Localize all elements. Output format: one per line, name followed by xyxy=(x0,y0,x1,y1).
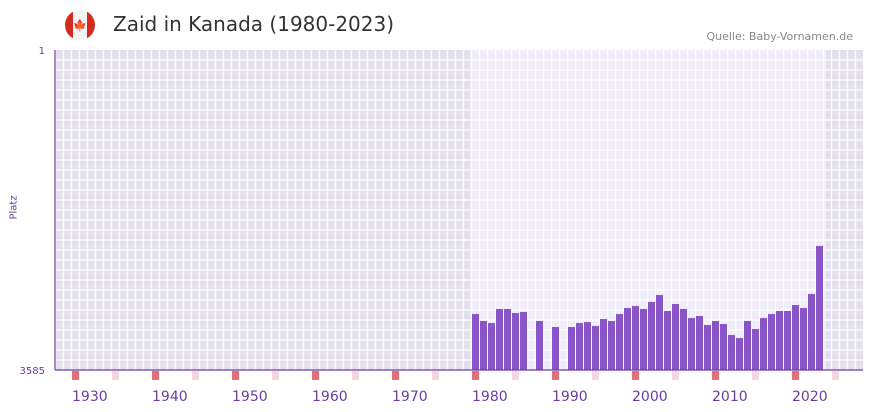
half-decade-marker xyxy=(592,371,599,380)
bar-1992 xyxy=(568,326,575,370)
chart-title: Zaid in Kanada (1980-2023) xyxy=(113,12,395,36)
decade-marker xyxy=(632,371,639,380)
decade-marker xyxy=(712,371,719,380)
half-decade-marker xyxy=(832,371,839,380)
half-decade-marker xyxy=(112,371,119,380)
bar-1984 xyxy=(504,309,511,370)
x-tick-label: 1950 xyxy=(232,389,268,405)
bar-1993 xyxy=(576,323,583,370)
bar-1983 xyxy=(496,309,503,370)
bar-2014 xyxy=(744,320,751,370)
decade-marker xyxy=(152,371,159,380)
bar-2023 xyxy=(816,245,823,370)
bar-1982 xyxy=(488,323,495,370)
bar-2017 xyxy=(768,314,775,370)
bar-2002 xyxy=(648,301,655,370)
bar-2004 xyxy=(664,310,671,370)
decade-marker xyxy=(792,371,799,380)
bar-2006 xyxy=(680,309,687,370)
bar-2018 xyxy=(776,310,783,370)
bar-1985 xyxy=(512,313,519,370)
x-tick-label: 1930 xyxy=(72,389,108,405)
decade-marker xyxy=(552,371,559,380)
half-decade-marker xyxy=(672,371,679,380)
bar-2019 xyxy=(784,310,791,370)
decade-marker xyxy=(392,371,399,380)
bar-2008 xyxy=(696,315,703,370)
x-tick-label: 2000 xyxy=(632,389,668,405)
bar-1998 xyxy=(616,314,623,370)
bar-2013 xyxy=(736,338,743,370)
y-tick-label: 3585 xyxy=(20,366,45,377)
decade-marker xyxy=(472,371,479,380)
bar-2001 xyxy=(640,309,647,370)
bar-1996 xyxy=(600,319,607,370)
bar-2015 xyxy=(752,329,759,370)
half-decade-marker xyxy=(272,371,279,380)
bar-2003 xyxy=(656,295,663,370)
x-tick-label: 1980 xyxy=(472,389,508,405)
half-decade-marker xyxy=(432,371,439,380)
bar-1999 xyxy=(624,308,631,370)
bar-1986 xyxy=(520,311,527,370)
x-tick-label: 1940 xyxy=(152,389,188,405)
x-tick-label: 1990 xyxy=(552,389,588,405)
half-decade-marker xyxy=(352,371,359,380)
bar-1994 xyxy=(584,322,591,370)
bar-2020 xyxy=(792,305,799,370)
decade-marker xyxy=(72,371,79,380)
bar-2010 xyxy=(712,320,719,370)
bar-2005 xyxy=(672,304,679,370)
x-tick-label: 1960 xyxy=(312,389,348,405)
half-decade-marker xyxy=(192,371,199,380)
bar-2022 xyxy=(808,294,815,370)
bar-2011 xyxy=(720,324,727,370)
decade-marker xyxy=(312,371,319,380)
bar-1981 xyxy=(480,320,487,370)
bar-1990 xyxy=(552,326,559,370)
bar-2021 xyxy=(800,308,807,370)
x-tick-label: 2010 xyxy=(712,389,748,405)
bar-2007 xyxy=(688,318,695,370)
bar-1995 xyxy=(592,325,599,370)
x-tick-label: 2020 xyxy=(792,389,828,405)
bar-1980 xyxy=(472,314,479,370)
bar-2016 xyxy=(760,318,767,370)
bar-1988 xyxy=(536,320,543,370)
bar-2012 xyxy=(728,335,735,370)
half-decade-marker xyxy=(512,371,519,380)
y-tick-label: 1 xyxy=(39,46,45,57)
decade-marker xyxy=(232,371,239,380)
canada-flag-icon: 🍁 xyxy=(65,10,95,40)
x-tick-label: 1970 xyxy=(392,389,428,405)
half-decade-marker xyxy=(752,371,759,380)
bar-2009 xyxy=(704,325,711,370)
bar-2000 xyxy=(632,305,639,370)
source-link[interactable]: Quelle: Baby-Vornamen.de xyxy=(706,30,853,43)
bar-1997 xyxy=(608,320,615,370)
